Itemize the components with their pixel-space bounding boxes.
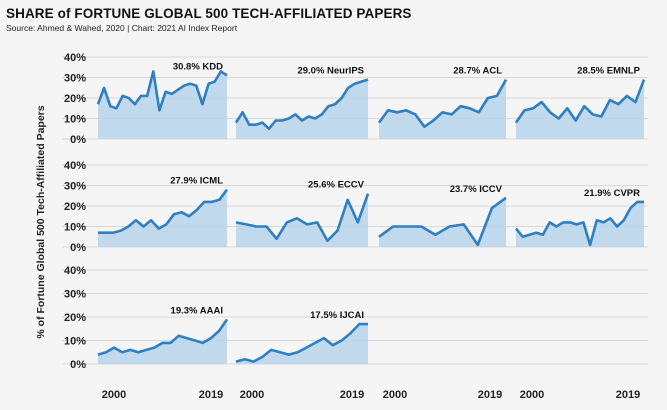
area-iccv bbox=[379, 197, 506, 247]
x-tick-label: 2000 bbox=[102, 389, 126, 401]
line-acl bbox=[377, 78, 508, 128]
y-tick-label: 0% bbox=[70, 359, 86, 371]
x-tick-label: 2019 bbox=[478, 389, 502, 401]
line-eccv bbox=[235, 193, 370, 243]
y-axis-label: % of Fortune Global 500 Tech-Affiliated … bbox=[35, 105, 47, 338]
panel-label-eccv: 25.6% ECCV bbox=[308, 180, 365, 191]
panel-label-emnlp: 28.5% EMNLP bbox=[577, 66, 640, 77]
y-tick-label: 30% bbox=[64, 289, 86, 301]
x-tick-label: 2019 bbox=[616, 389, 640, 401]
chart-subtitle: Source: Ahmed & Wahed, 2020 | Chart: 202… bbox=[6, 23, 238, 33]
line-neurips bbox=[234, 78, 369, 131]
line-kdd bbox=[96, 70, 228, 112]
y-tick-label: 40% bbox=[64, 265, 86, 277]
y-tick-label: 10% bbox=[64, 336, 86, 348]
line-aaai bbox=[97, 318, 229, 356]
panel-label-icml: 27.9% ICML bbox=[170, 176, 223, 187]
y-tick-label: 40% bbox=[64, 52, 86, 64]
line-icml bbox=[98, 188, 229, 234]
y-tick-label: 10% bbox=[64, 222, 86, 234]
panel-label-neurips: 29.0% NeurIPS bbox=[297, 66, 364, 77]
area-ijcai bbox=[236, 324, 368, 364]
x-tick-label: 2000 bbox=[240, 389, 264, 401]
panel-label-kdd: 30.8% KDD bbox=[173, 61, 223, 72]
panel-label-iccv: 23.7% ICCV bbox=[450, 184, 503, 195]
y-tick-label: 30% bbox=[64, 181, 86, 193]
y-tick-label: 20% bbox=[64, 93, 86, 105]
area-neurips bbox=[236, 79, 368, 139]
y-tick-label: 40% bbox=[64, 160, 86, 172]
y-tick-label: 0% bbox=[70, 134, 86, 146]
y-tick-label: 0% bbox=[70, 242, 86, 254]
area-emnlp bbox=[516, 79, 644, 139]
area-kdd bbox=[98, 71, 227, 139]
panel-label-cvpr: 21.9% CVPR bbox=[584, 188, 640, 199]
y-tick-label: 10% bbox=[64, 114, 86, 126]
x-tick-label: 2000 bbox=[383, 389, 407, 401]
x-tick-label: 2019 bbox=[199, 389, 223, 401]
line-ijcai bbox=[235, 322, 368, 363]
area-acl bbox=[379, 79, 506, 139]
chart-title: SHARE of FORTUNE GLOBAL 500 TECH-AFFILIA… bbox=[6, 6, 412, 21]
y-tick-label: 20% bbox=[64, 201, 86, 213]
x-tick-label: 2000 bbox=[520, 389, 544, 401]
panel-label-acl: 28.7% ACL bbox=[453, 66, 502, 77]
line-cvpr bbox=[514, 200, 644, 247]
line-emnlp bbox=[514, 79, 646, 124]
panel-label-aaai: 19.3% AAAI bbox=[171, 305, 223, 316]
y-tick-label: 20% bbox=[64, 312, 86, 324]
x-tick-label: 2019 bbox=[340, 389, 364, 401]
line-iccv bbox=[378, 196, 507, 247]
area-icml bbox=[98, 189, 227, 247]
area-aaai bbox=[98, 319, 227, 364]
y-tick-label: 30% bbox=[64, 73, 86, 85]
panel-label-ijcai: 17.5% IJCAI bbox=[310, 310, 364, 321]
